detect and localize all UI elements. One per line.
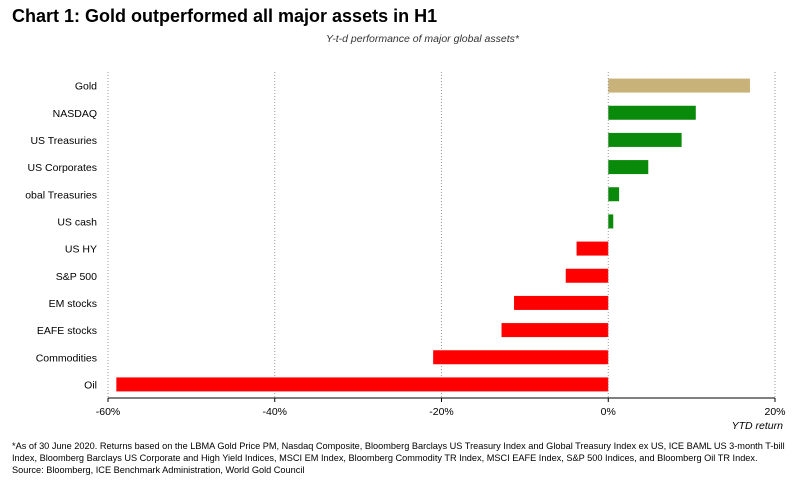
bar-us-treasuries [608, 132, 682, 147]
bar-obal-treasuries [608, 187, 620, 202]
bar-nasdaq [608, 105, 696, 120]
category-label: US cash [57, 216, 97, 228]
category-label: EM stocks [49, 298, 97, 310]
bar-us-corporates [608, 160, 649, 175]
category-label: US Treasuries [30, 135, 97, 147]
x-tick-label: -20% [429, 406, 454, 418]
bar-us-cash [608, 214, 614, 229]
category-label: Gold [75, 81, 97, 93]
x-tick-label: 20% [764, 406, 785, 418]
category-label: Oil [84, 379, 97, 391]
chart-title: Chart 1: Gold outperformed all major ass… [12, 6, 438, 26]
category-label: obal Treasuries [25, 189, 97, 201]
footnote: *As of 30 June 2020. Returns based on th… [12, 440, 788, 476]
footnote-source: Source: Bloomberg, ICE Benchmark Adminis… [12, 465, 305, 475]
category-label: Commodities [36, 352, 97, 364]
bar-gold [608, 78, 750, 93]
chart-subtitle: Y-t-d performance of major global assets… [326, 33, 519, 45]
category-label: S&P 500 [56, 271, 97, 283]
bar-commodities [433, 350, 609, 365]
bar-em-stocks [514, 295, 609, 310]
x-tick-label: -40% [262, 406, 287, 418]
x-tick-label: 0% [601, 406, 616, 418]
bar-us-hy [576, 241, 609, 256]
x-tick-label: -60% [96, 406, 121, 418]
category-label: NASDAQ [53, 108, 97, 120]
category-label: US Corporates [28, 162, 97, 174]
x-axis-label: YTD return [732, 420, 784, 430]
bar-chart: Gold NASDAQ US Treasuries US Corporates obal… [25, 72, 786, 430]
category-label: US HY [65, 244, 97, 256]
category-label: EAFE stocks [37, 325, 97, 337]
bar-s-p-500 [565, 268, 609, 283]
bar-oil [116, 377, 609, 392]
footnote-text: *As of 30 June 2020. Returns based on th… [12, 441, 785, 463]
bar-eafe-stocks [501, 323, 609, 338]
